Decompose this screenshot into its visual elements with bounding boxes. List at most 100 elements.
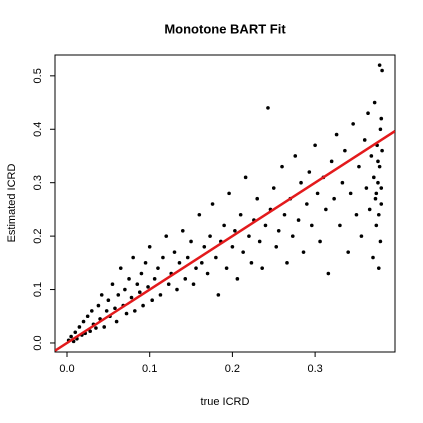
point — [338, 223, 342, 228]
point — [114, 319, 119, 324]
point — [334, 132, 339, 137]
point — [380, 148, 384, 153]
x-tick-label: 0.2 — [225, 363, 240, 375]
point — [210, 202, 215, 206]
x-axis-label: true ICRD — [201, 396, 250, 408]
point — [233, 228, 237, 233]
point — [257, 239, 262, 244]
point — [377, 164, 382, 169]
point — [73, 330, 78, 335]
point — [376, 159, 380, 164]
y-tick-label: 0.1 — [32, 282, 44, 297]
point — [343, 148, 347, 153]
point — [131, 255, 135, 260]
point — [202, 245, 207, 249]
point — [332, 196, 336, 201]
point — [285, 261, 289, 265]
x-tick-label: 0.0 — [59, 363, 74, 375]
point — [208, 234, 212, 238]
point — [224, 266, 229, 270]
point — [205, 271, 210, 276]
point — [324, 207, 328, 212]
point — [364, 186, 369, 190]
point — [354, 212, 359, 217]
point — [359, 234, 364, 238]
point — [197, 212, 202, 217]
point — [340, 180, 345, 185]
point — [158, 293, 163, 297]
point — [143, 261, 148, 265]
point — [230, 245, 235, 249]
point — [374, 191, 379, 196]
point — [141, 303, 145, 308]
point — [379, 116, 384, 121]
point — [276, 228, 281, 233]
point — [200, 261, 204, 265]
point — [96, 303, 101, 308]
point — [152, 277, 157, 281]
point — [367, 207, 372, 212]
point — [177, 261, 182, 265]
y-tick-label: 0.0 — [32, 335, 44, 350]
point — [374, 223, 379, 228]
point — [139, 271, 144, 276]
x-tick-label: 0.3 — [307, 363, 322, 375]
point — [81, 319, 86, 324]
point — [293, 154, 298, 158]
point — [94, 326, 98, 330]
point — [348, 191, 353, 196]
point — [227, 191, 231, 196]
reference-line — [55, 130, 395, 352]
point — [189, 239, 193, 244]
point — [243, 175, 248, 180]
point — [166, 282, 171, 287]
point — [241, 250, 245, 254]
point — [146, 285, 150, 289]
point — [180, 228, 185, 233]
y-tick-label: 0.2 — [32, 228, 44, 243]
point — [357, 164, 361, 169]
point — [379, 186, 384, 190]
point — [362, 138, 367, 142]
point — [299, 180, 303, 185]
point — [137, 290, 142, 295]
plot-frame — [54, 54, 396, 353]
point — [315, 191, 320, 196]
point — [346, 250, 350, 254]
point — [376, 212, 381, 217]
point — [124, 311, 129, 316]
point — [280, 164, 284, 169]
point — [216, 293, 221, 297]
point — [235, 277, 240, 281]
point — [85, 314, 90, 319]
point — [373, 196, 378, 201]
point — [99, 293, 104, 297]
point — [88, 329, 92, 334]
point — [305, 202, 309, 206]
point — [377, 63, 382, 67]
point — [222, 223, 226, 228]
point — [172, 250, 177, 254]
chart-title: Monotone BART Fit — [164, 21, 286, 36]
y-tick-label: 0.5 — [32, 68, 44, 83]
point — [372, 100, 377, 105]
point — [194, 266, 198, 270]
point — [247, 234, 251, 238]
point — [77, 325, 82, 329]
y-tick-label: 0.3 — [32, 175, 44, 190]
point — [127, 277, 131, 281]
point — [102, 325, 107, 329]
point — [369, 154, 374, 158]
point — [379, 202, 384, 206]
point — [110, 282, 115, 287]
point — [376, 266, 381, 270]
point — [104, 309, 109, 313]
point — [378, 127, 383, 132]
point — [191, 282, 196, 287]
point — [380, 68, 384, 73]
point — [274, 245, 279, 249]
point — [135, 282, 140, 287]
point — [326, 271, 331, 276]
point — [296, 218, 301, 222]
